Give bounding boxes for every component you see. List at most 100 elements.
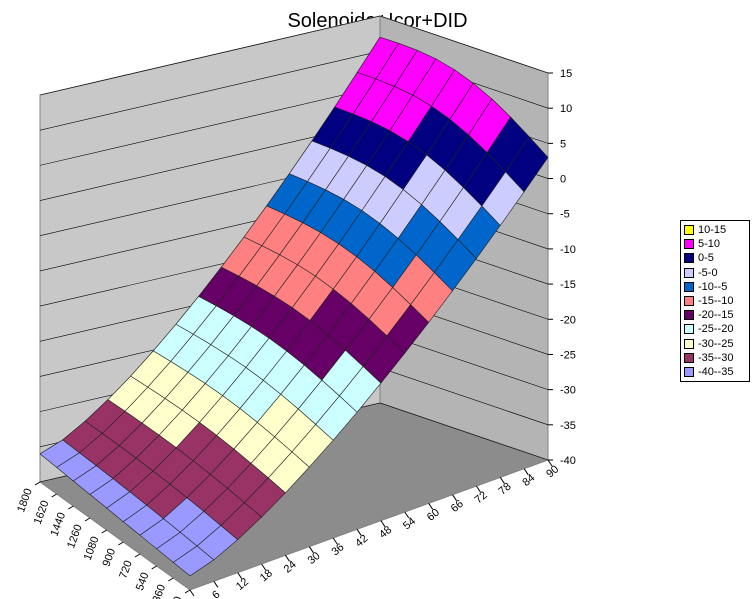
- x-tick-label: 48: [377, 524, 394, 541]
- y-tick-mark: [34, 481, 41, 486]
- gridline-right: [379, 15, 549, 74]
- x-tick-label: 84: [520, 472, 537, 489]
- x-tick-label: 66: [449, 498, 466, 515]
- x-tick-mark: [404, 511, 410, 519]
- legend-label: -30--25: [698, 337, 734, 350]
- legend-swatch: [684, 225, 694, 236]
- legend-item: 5-10: [684, 237, 746, 251]
- z-tick-label: 10: [560, 103, 572, 115]
- legend-item: -5-0: [684, 266, 746, 280]
- y-tick-label: 540: [134, 571, 152, 592]
- legend-label: -35--30: [698, 351, 734, 364]
- y-tick-mark: [168, 577, 174, 582]
- y-tick-mark: [118, 541, 124, 546]
- x-tick-mark: [356, 529, 362, 536]
- legend-item: -30--25: [684, 337, 746, 351]
- y-tick-mark: [134, 553, 141, 558]
- x-tick-label: 36: [329, 541, 346, 558]
- x-tick-label: 30: [306, 550, 323, 567]
- x-tick-mark: [380, 520, 386, 527]
- legend-swatch: [684, 310, 694, 321]
- x-tick-label: 12: [234, 576, 251, 593]
- legend-swatch: [684, 324, 694, 335]
- surface-cell: [505, 136, 549, 193]
- legend-swatch: [684, 253, 694, 264]
- y-tick-label: 1080: [82, 535, 102, 562]
- legend-item: -35--30: [684, 351, 746, 365]
- z-axis-ticks: 15 10 5 0 -5 -10 -15 -20 -25 -30 -35 -40: [548, 68, 576, 467]
- legend-swatch: [684, 296, 694, 307]
- legend-label: -25--20: [698, 323, 734, 336]
- z-tick-label: -25: [560, 349, 576, 361]
- legend-item: -15--10: [684, 294, 746, 308]
- z-tick-label: 0: [560, 174, 566, 186]
- surface-plot: [39, 36, 549, 577]
- legend-item: 0-5: [684, 251, 746, 265]
- x-tick-mark: [308, 546, 314, 553]
- x-tick-mark: [499, 477, 505, 484]
- z-tick-label: -15: [560, 279, 576, 291]
- x-tick-label: 60: [425, 507, 442, 524]
- legend-item: -25--20: [684, 322, 746, 336]
- legend-label: -20--15: [698, 309, 734, 322]
- z-tick-label: -30: [560, 385, 576, 397]
- x-tick-mark: [189, 589, 195, 597]
- surface-chart: 15 10 5 0 -5 -10 -15 -20 -25 -30 -35 -40 0 6 12 18 24 30…: [15, 15, 576, 599]
- x-tick-label: 90: [544, 463, 561, 480]
- z-tick-label: -5: [560, 209, 570, 221]
- z-tick-label: 5: [560, 138, 566, 150]
- y-tick-label: 900: [101, 547, 119, 568]
- y-tick-mark: [151, 565, 157, 570]
- x-tick-mark: [428, 503, 434, 510]
- legend-swatch: [684, 239, 694, 250]
- legend-label: 5-10: [698, 238, 721, 251]
- legend-label: -15--10: [698, 295, 734, 308]
- y-tick-mark: [84, 517, 91, 522]
- y-tick-label: 180: [167, 595, 185, 599]
- y-tick-mark: [101, 529, 107, 534]
- z-tick-label: -40: [560, 455, 576, 467]
- x-tick-mark: [237, 572, 243, 579]
- y-tick-label: 1620: [32, 499, 52, 526]
- x-tick-mark: [285, 555, 290, 562]
- z-tick-label: 15: [560, 68, 572, 80]
- legend-label: -40--35: [698, 365, 734, 378]
- z-tick-label: -20: [560, 314, 576, 326]
- x-tick-mark: [523, 468, 529, 475]
- legend-item: 10-15: [684, 223, 746, 237]
- x-tick-label: 42: [353, 533, 370, 550]
- legend-label: -5-0: [698, 266, 718, 279]
- x-tick-label: 6: [210, 589, 222, 599]
- legend-swatch: [684, 352, 694, 363]
- y-tick-label: 1440: [49, 511, 69, 538]
- legend-swatch: [684, 366, 694, 377]
- gridline-right: [379, 367, 549, 426]
- gridline-right: [379, 402, 549, 461]
- z-tick-label: -10: [560, 244, 576, 256]
- gridline-left: [39, 50, 381, 131]
- x-tick-mark: [452, 494, 457, 501]
- legend-swatch: [684, 267, 694, 278]
- x-tick-mark: [332, 537, 338, 545]
- x-tick-label: 54: [401, 515, 418, 532]
- legend-item: -40--35: [684, 365, 746, 379]
- chart-legend: 10-15 5-10 0-5 -5-0 -10--5 -15--10 -20--15 -25-…: [680, 220, 750, 383]
- y-tick-label: 360: [151, 583, 169, 599]
- y-tick-mark: [51, 493, 57, 498]
- gridline-left: [39, 15, 381, 96]
- x-tick-mark: [547, 459, 553, 467]
- x-tick-mark: [261, 563, 267, 571]
- legend-swatch: [684, 281, 694, 292]
- x-tick-label: 18: [258, 567, 275, 584]
- legend-label: 0-5: [698, 252, 714, 265]
- x-tick-mark: [213, 581, 219, 588]
- y-tick-mark: [68, 505, 74, 510]
- y-tick-label: 1260: [65, 523, 85, 550]
- x-tick-label: 78: [496, 481, 513, 498]
- legend-item: -10--5: [684, 280, 746, 294]
- x-tick-label: 24: [282, 559, 299, 576]
- y-tick-label: 1800: [15, 487, 35, 514]
- legend-label: -10--5: [698, 280, 728, 293]
- legend-label: 10-15: [698, 224, 727, 237]
- legend-swatch: [684, 338, 694, 349]
